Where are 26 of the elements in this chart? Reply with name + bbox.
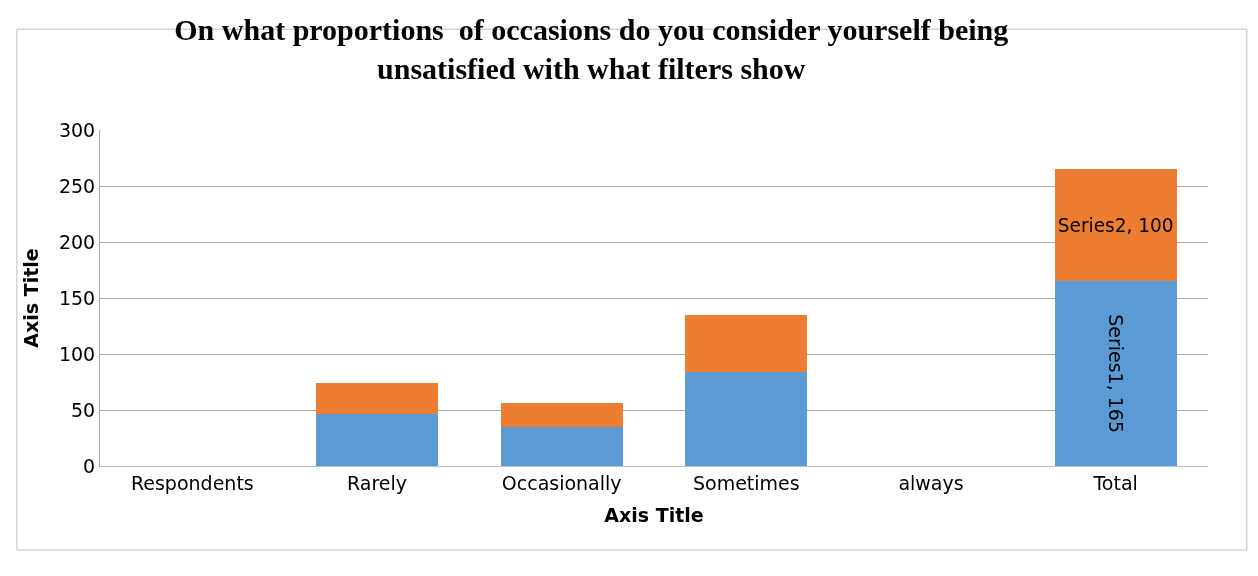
y-tick-label: 50 <box>71 398 96 421</box>
bar <box>500 426 623 466</box>
bar <box>500 403 623 427</box>
y-tick-label: 150 <box>58 286 96 309</box>
x-tick-label: Occasionally <box>501 471 622 494</box>
x-tick-label: Sometimes <box>692 471 800 494</box>
bar <box>316 414 438 466</box>
x-axis-title: Axis Title <box>604 503 704 526</box>
x-tick-label: always <box>898 471 964 494</box>
y-tick-label: 300 <box>58 118 96 141</box>
y-tick-label: 0 <box>83 454 96 477</box>
y-tick-label: 100 <box>58 342 96 365</box>
data-label: Series2, 100 <box>1057 215 1174 237</box>
bar <box>685 371 808 466</box>
chart-title: On what proportions of occasions do you consider yourself being unsatisfied with what filters show <box>174 13 1009 86</box>
bar <box>1054 281 1177 466</box>
y-tick-label: 200 <box>58 230 96 253</box>
x-tick-label: Total <box>1092 471 1138 494</box>
x-tick-label: Respondents <box>130 471 254 494</box>
y-tick-label: 250 <box>58 174 96 197</box>
data-label: Series1, 165 <box>1104 314 1127 434</box>
x-tick-label: Rarely <box>346 471 408 494</box>
bar <box>316 383 438 415</box>
bar <box>1054 169 1177 282</box>
bar <box>685 314 808 372</box>
y-axis-title: Axis Title <box>19 248 42 348</box>
